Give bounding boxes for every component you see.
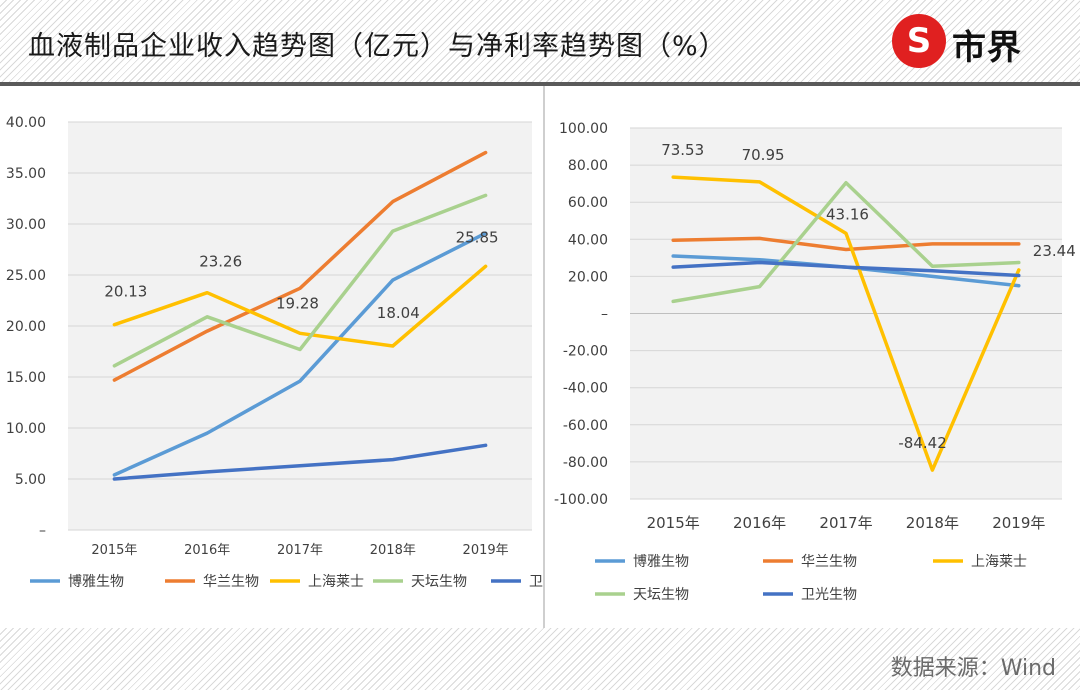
footer-band (0, 628, 1080, 690)
net-margin-line-chart: -100.00 -80.00 -60.00 -40.00 -20.00 – 20.00 40.… (554, 121, 1076, 603)
x-tick-label: 2017年 (819, 514, 872, 532)
x-tick-label: 2015年 (91, 543, 137, 558)
data-label: 23.26 (199, 253, 242, 271)
page-title: 血液制品企业收入趋势图（亿元）与净利率趋势图（%） (28, 31, 727, 62)
series-line-3 (112, 264, 488, 348)
y-tick-label: 60.00 (568, 195, 608, 211)
series-line-4 (112, 193, 488, 368)
y-tick-label: 5.00 (15, 472, 46, 488)
series-line-1 (112, 231, 488, 477)
x-tick-label: 2018年 (370, 543, 416, 558)
data-label: 43.16 (826, 205, 869, 223)
series-line-5 (112, 443, 488, 481)
y-tick-label: 30.00 (6, 217, 46, 233)
series-line-3 (671, 175, 1021, 472)
data-label: 73.53 (661, 141, 704, 159)
series-line-2 (112, 150, 488, 382)
net-margin-chart-panel: -100.00 -80.00 -60.00 -40.00 -20.00 – 20.00 40.… (543, 86, 1080, 628)
y-tick-label: -60.00 (563, 418, 608, 434)
legend-label: 上海莱士 (308, 574, 364, 590)
series-line-2 (671, 236, 1021, 252)
legend-label: 上海莱士 (971, 554, 1027, 570)
data-source: 数据来源：Wind (890, 656, 1056, 681)
logo-mark: S (906, 21, 932, 61)
y-tick-label: -20.00 (563, 344, 608, 360)
data-label: 70.95 (742, 146, 785, 164)
data-label: 18.04 (377, 304, 420, 322)
legend-label: 华兰生物 (801, 554, 857, 570)
y-tick-label: 40.00 (568, 232, 608, 248)
data-label: -84.42 (898, 434, 946, 452)
x-tick-label: 2017年 (277, 543, 323, 558)
y-tick-label: 15.00 (6, 370, 46, 386)
revenue-line-chart: – 5.00 10.00 15.00 20.00 25.00 30.00 35.00 40.00… (6, 115, 585, 590)
y-tick-label: 40.00 (6, 115, 46, 131)
y-tick-label: -40.00 (563, 381, 608, 397)
brand-logo: S 市界 (892, 14, 1042, 68)
y-tick-label: 80.00 (568, 158, 608, 174)
legend-label: 天坛生物 (411, 574, 467, 590)
x-tick-label: 2016年 (733, 514, 786, 532)
data-label: 19.28 (276, 294, 319, 312)
data-label: 20.13 (104, 283, 147, 301)
y-tick-label: 25.00 (6, 268, 46, 284)
series-line-5 (671, 260, 1021, 278)
x-tick-label: 2019年 (992, 514, 1045, 532)
y-tick-label: -100.00 (554, 492, 608, 508)
legend-label: 博雅生物 (633, 553, 689, 570)
logo-wordmark: 市界 (952, 28, 1022, 68)
header-rule (0, 82, 1080, 86)
legend-label: 华兰生物 (203, 574, 259, 590)
data-label: 23.44 (1033, 242, 1076, 260)
x-tick-label: 2016年 (184, 543, 230, 558)
legend-label: 卫光生物 (801, 587, 857, 603)
logo-icon: S (892, 14, 946, 68)
revenue-chart-panel: – 5.00 10.00 15.00 20.00 25.00 30.00 35.00 40.00… (0, 86, 585, 628)
y-tick-label: 10.00 (6, 421, 46, 437)
legend-label: 博雅生物 (68, 573, 124, 590)
series-line-4 (671, 180, 1021, 304)
x-tick-label: 2018年 (906, 514, 959, 532)
x-tick-label: 2019年 (463, 543, 509, 558)
legend-label: 卫光生物 (529, 574, 543, 590)
x-tick-label: 2015年 (647, 514, 700, 532)
y-tick-label: 20.00 (568, 269, 608, 285)
legend-label: 天坛生物 (633, 587, 689, 603)
data-label: 25.85 (456, 228, 499, 246)
y-tick-label: – (601, 307, 608, 323)
y-tick-label: -80.00 (563, 455, 608, 471)
y-tick-label: 35.00 (6, 166, 46, 182)
y-tick-label: 100.00 (559, 121, 608, 137)
y-tick-label: – (39, 523, 46, 539)
y-tick-label: 20.00 (6, 319, 46, 335)
